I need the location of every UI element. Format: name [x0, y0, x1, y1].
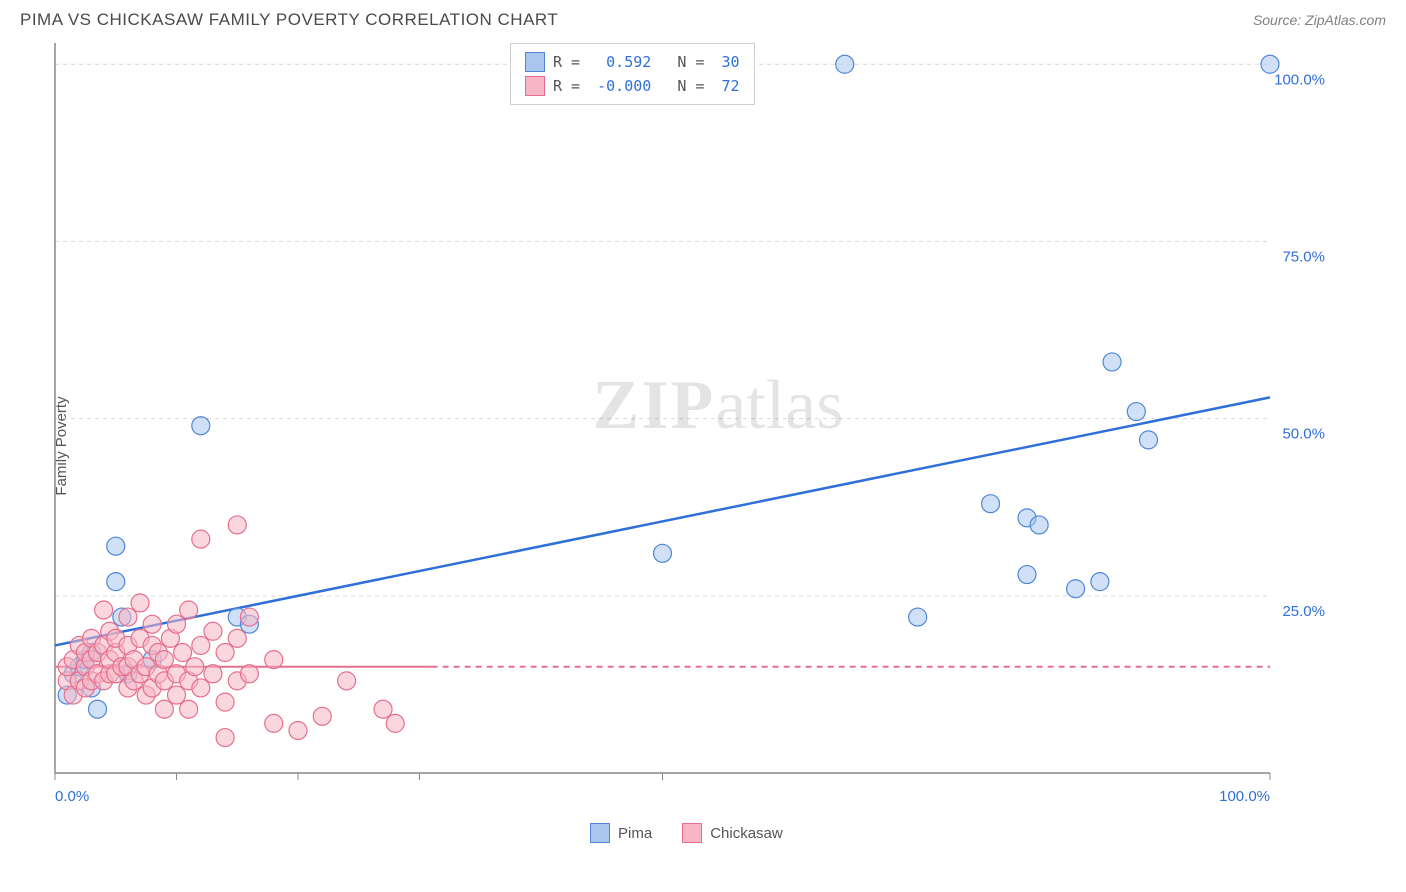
svg-text:0.0%: 0.0% [55, 788, 89, 805]
legend-swatch [525, 76, 545, 96]
legend-label: Pima [618, 825, 652, 842]
svg-text:75.0%: 75.0% [1282, 248, 1325, 265]
legend-swatch [682, 823, 702, 843]
legend-label: Chickasaw [710, 825, 783, 842]
series-legend: Pima Chickasaw [590, 823, 783, 843]
n-value: 72 [712, 74, 739, 98]
scatter-plot: 25.0% 50.0% 75.0% 100.0% 0.0% 100.0% [50, 38, 1355, 813]
chart-area: 25.0%50.0%75.0%100.0%0.0%100.0% ZIPatlas… [50, 38, 1386, 838]
r-label: R = [553, 74, 580, 98]
n-value: 30 [712, 50, 739, 74]
stats-legend: R = 0.592 N = 30 R = -0.000 N = 72 [510, 43, 755, 105]
svg-text:100.0%: 100.0% [1274, 71, 1325, 88]
legend-swatch [525, 52, 545, 72]
r-label: R = [553, 50, 580, 74]
header: PIMA VS CHICKASAW FAMILY POVERTY CORRELA… [0, 0, 1406, 38]
chart-title: PIMA VS CHICKASAW FAMILY POVERTY CORRELA… [20, 10, 558, 30]
n-label: N = [659, 50, 704, 74]
n-label: N = [659, 74, 704, 98]
r-value: -0.000 [588, 74, 651, 98]
r-value: 0.592 [588, 50, 651, 74]
legend-swatch [590, 823, 610, 843]
svg-text:25.0%: 25.0% [1282, 603, 1325, 620]
svg-text:50.0%: 50.0% [1282, 426, 1325, 443]
svg-text:100.0%: 100.0% [1219, 788, 1270, 805]
source-label: Source: ZipAtlas.com [1253, 12, 1386, 28]
